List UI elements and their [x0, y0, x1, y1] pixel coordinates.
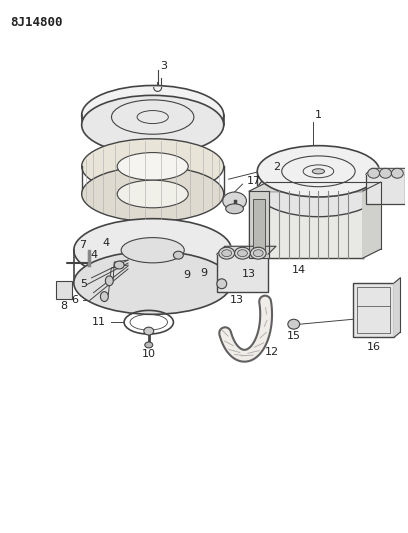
Polygon shape	[249, 191, 363, 258]
Text: 4: 4	[90, 250, 98, 260]
Text: 13: 13	[230, 295, 244, 304]
Ellipse shape	[391, 168, 403, 178]
Ellipse shape	[368, 168, 379, 178]
Bar	[357, 287, 390, 333]
Ellipse shape	[82, 95, 224, 155]
Ellipse shape	[144, 327, 154, 335]
Text: 5: 5	[81, 279, 88, 289]
Ellipse shape	[114, 261, 124, 269]
Polygon shape	[395, 278, 400, 337]
Text: 1: 1	[315, 110, 322, 120]
Ellipse shape	[223, 192, 246, 210]
Text: 16: 16	[367, 342, 381, 352]
Ellipse shape	[82, 166, 224, 222]
Text: 12: 12	[265, 347, 279, 357]
Text: 9: 9	[183, 270, 191, 280]
Text: 4: 4	[102, 238, 109, 248]
Ellipse shape	[257, 146, 379, 197]
Text: 8: 8	[60, 302, 67, 311]
Text: 9: 9	[200, 268, 207, 278]
Bar	[353, 283, 395, 337]
Ellipse shape	[257, 165, 379, 217]
Polygon shape	[249, 182, 381, 191]
Ellipse shape	[312, 169, 324, 174]
Text: 2: 2	[273, 163, 280, 172]
Ellipse shape	[379, 168, 391, 178]
Ellipse shape	[217, 279, 227, 289]
Text: 13: 13	[242, 269, 255, 279]
Bar	[253, 199, 265, 250]
Ellipse shape	[145, 342, 153, 348]
Ellipse shape	[253, 250, 263, 256]
Text: 14: 14	[292, 265, 306, 275]
Ellipse shape	[251, 247, 266, 259]
Ellipse shape	[117, 152, 188, 180]
Polygon shape	[363, 182, 381, 258]
Bar	[217, 254, 268, 292]
Bar	[366, 174, 405, 204]
Ellipse shape	[173, 251, 183, 259]
Polygon shape	[217, 246, 276, 254]
Bar	[249, 191, 269, 258]
Text: 10: 10	[142, 349, 156, 359]
Ellipse shape	[219, 247, 235, 259]
Text: 3: 3	[161, 61, 168, 71]
Text: 11: 11	[91, 317, 105, 327]
Ellipse shape	[105, 276, 113, 286]
Ellipse shape	[121, 238, 184, 263]
Bar	[56, 281, 72, 298]
Ellipse shape	[237, 250, 247, 256]
Text: 8J14800: 8J14800	[11, 17, 63, 29]
Ellipse shape	[82, 139, 224, 194]
Ellipse shape	[117, 180, 188, 208]
Ellipse shape	[226, 204, 244, 214]
Text: 6: 6	[72, 295, 79, 304]
Text: 7: 7	[79, 240, 86, 251]
Ellipse shape	[222, 250, 232, 256]
Ellipse shape	[74, 219, 232, 282]
Text: 17: 17	[246, 176, 261, 186]
Ellipse shape	[82, 85, 224, 144]
Ellipse shape	[100, 292, 108, 302]
Text: 15: 15	[287, 331, 301, 341]
Ellipse shape	[235, 247, 251, 259]
Ellipse shape	[288, 319, 300, 329]
Polygon shape	[366, 168, 408, 174]
Ellipse shape	[74, 251, 232, 314]
